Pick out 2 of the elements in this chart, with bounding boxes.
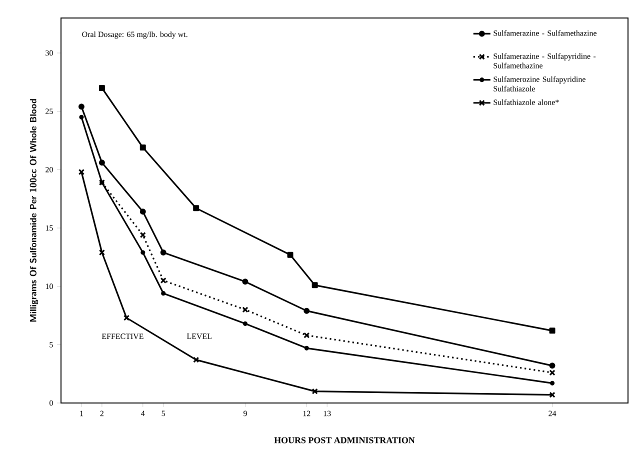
y-axis-title: Milligrams Of Sulfonamide Per 100cc Of Whole Blood — [30, 99, 38, 322]
x-axis-title: HOURS POST ADMINISTRATION — [274, 437, 415, 444]
